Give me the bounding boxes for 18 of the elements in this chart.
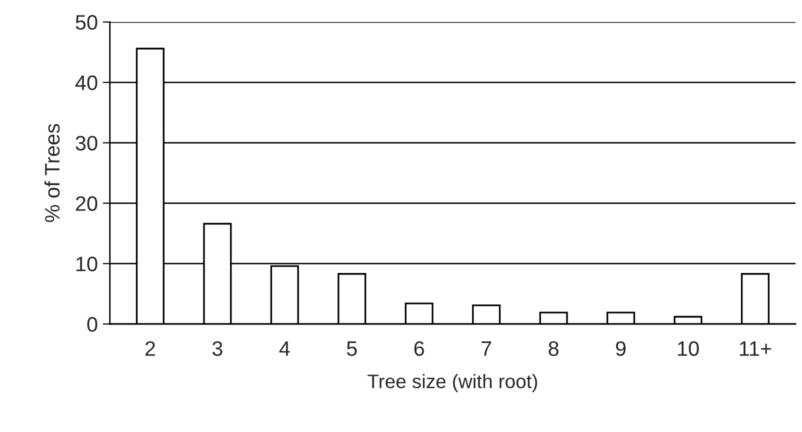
y-tick-label: 50 — [76, 15, 98, 30]
x-tick-label: 2 — [145, 341, 155, 356]
x-tick-label: 3 — [212, 341, 222, 356]
x-tick-label: 5 — [346, 341, 357, 356]
x-tick-label: 10 — [678, 341, 699, 356]
x-tick-label: 9 — [616, 341, 626, 356]
y-tick-label: 20 — [76, 196, 98, 211]
y-tick-label: 0 — [87, 317, 98, 332]
y-tick-label: 10 — [76, 256, 98, 272]
y-tick-label: 40 — [75, 75, 98, 90]
x-tick-label: 4 — [279, 341, 290, 356]
x-tick-label: 6 — [414, 341, 424, 356]
x-tick-label: 11+ — [740, 341, 772, 356]
y-axis-title: % of Trees — [44, 124, 60, 222]
y-tick-label: 30 — [76, 136, 98, 151]
x-tick-label: 7 — [482, 341, 492, 356]
x-axis-title: Tree size (with root) — [368, 374, 538, 392]
x-tick-label: 8 — [548, 341, 558, 356]
